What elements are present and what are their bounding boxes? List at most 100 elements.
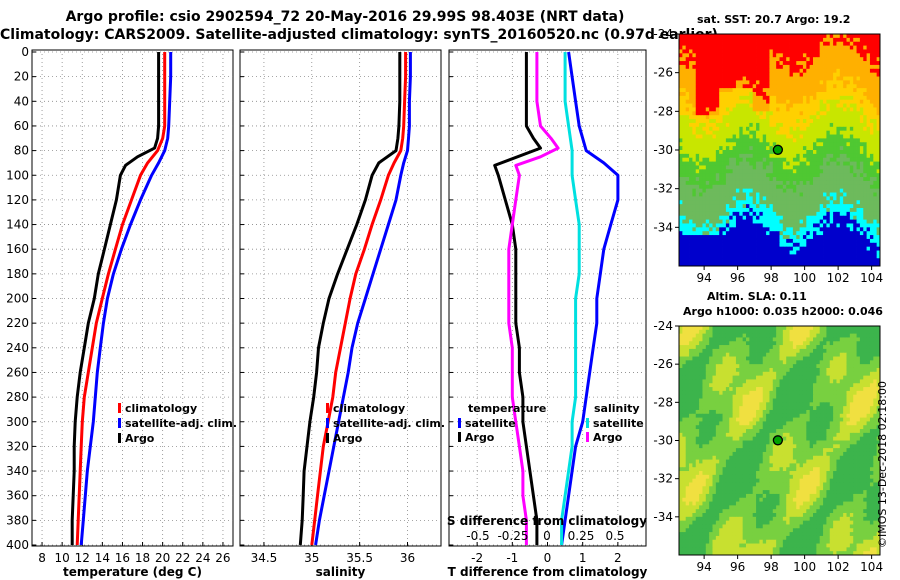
- map-xtick-label: 100: [793, 271, 816, 285]
- xtick-label-temperature: 8: [38, 551, 46, 565]
- legend-label-temperature: satellite-adj. clim.: [125, 417, 237, 430]
- ytick-label: 320: [6, 439, 29, 453]
- series-line-salinity-satellite: [560, 52, 581, 545]
- plot-title-line2: Climatology: CARS2009. Satellite-adjuste…: [0, 27, 718, 43]
- map-xtick-label: 104: [860, 271, 883, 285]
- ytick-label: 360: [6, 489, 29, 503]
- argo-location-marker: [772, 144, 784, 155]
- xtick-label-temperature: 14: [95, 551, 110, 565]
- map-xtick-label: 94: [696, 271, 711, 285]
- ytick-label: 220: [6, 316, 29, 330]
- ytick-label: 120: [6, 193, 29, 207]
- sst-map-title: sat. SST: 20.7 Argo: 19.2: [697, 13, 851, 26]
- legend-swatch-temperature: [118, 403, 121, 413]
- ytick-label: 140: [6, 218, 29, 232]
- xtick-label-temperature: 22: [175, 551, 190, 565]
- xtick-label-salinity: 36: [400, 551, 415, 565]
- map-ytick-label: -28: [653, 395, 673, 409]
- ytick-label: 400: [6, 538, 29, 552]
- legend-swatch-difference: [458, 418, 461, 428]
- imos-stamp: ©IMOS 13-Dec-2018 02:18:00: [876, 381, 889, 548]
- xtick-label-salinity-difference: 0.25: [568, 529, 595, 543]
- series-line-temperature-argo: [493, 52, 542, 545]
- map-xtick-label: 102: [827, 271, 850, 285]
- map-xtick-label: 100: [793, 560, 816, 574]
- ytick-label: 240: [6, 341, 29, 355]
- ytick-label: 280: [6, 390, 29, 404]
- legend-swatch-temperature: [118, 418, 121, 428]
- xaxis-label-salinity-difference: S difference from climatology: [447, 514, 647, 528]
- legend-title-salinity: salinity: [594, 402, 640, 415]
- map-ytick-label: -30: [653, 143, 673, 157]
- map-xtick-label: 98: [763, 271, 778, 285]
- xtick-label-salinity-difference: -0.25: [497, 529, 528, 543]
- map-ytick-label: -30: [653, 434, 673, 448]
- series-line-satellite-adj-clim-: [314, 52, 412, 546]
- map-xtick-label: 96: [730, 271, 745, 285]
- series-line-argo: [298, 52, 402, 546]
- legend-swatch-salinity: [326, 418, 329, 428]
- xtick-label-salinity-difference: -0.5: [466, 529, 489, 543]
- ytick-label: 0: [21, 45, 29, 59]
- xtick-label-difference: 1: [579, 551, 587, 565]
- xtick-label-temperature: 10: [55, 551, 70, 565]
- xtick-label-difference: -1: [506, 551, 518, 565]
- xtick-label-temperature: 24: [195, 551, 210, 565]
- xaxis-label-salinity: salinity: [316, 565, 366, 579]
- legend-label-difference: Argo: [465, 431, 495, 444]
- map-xtick-label: 104: [860, 560, 883, 574]
- legend-label-salinity: Argo: [333, 432, 363, 445]
- xtick-label-temperature: 16: [115, 551, 130, 565]
- map-sla-map: [679, 326, 881, 556]
- legend-label-temperature: Argo: [125, 432, 155, 445]
- map-ytick-label: -32: [653, 182, 673, 196]
- legend-label-temperature: climatology: [125, 402, 197, 415]
- argo-location-marker: [772, 435, 784, 446]
- map-sst-map: [679, 34, 881, 267]
- map-ytick-label: -26: [653, 66, 673, 80]
- map-ytick-label: -34: [653, 510, 673, 524]
- legend-swatch-difference: [586, 418, 589, 428]
- legend-label-difference: satellite: [465, 417, 516, 430]
- legend-label-difference: satellite: [593, 417, 644, 430]
- xaxis-label-difference: T difference from climatology: [448, 565, 648, 579]
- legend-swatch-salinity: [326, 403, 329, 413]
- map-xtick-label: 102: [827, 560, 850, 574]
- xtick-label-temperature: 18: [135, 551, 150, 565]
- xaxis-label-temperature: temperature (deg C): [63, 565, 202, 579]
- ytick-label: 340: [6, 464, 29, 478]
- xtick-label-salinity-difference: 0: [543, 529, 551, 543]
- legend-title-temperature: temperature: [468, 402, 546, 415]
- series-line-temperature-satellite: [560, 51, 620, 546]
- ytick-label: 60: [14, 119, 29, 133]
- ytick-label: 20: [14, 70, 29, 84]
- ytick-label: 180: [6, 267, 29, 281]
- sla-map-title-line1: Altim. SLA: 0.11: [707, 290, 807, 303]
- xtick-label-difference: 2: [614, 551, 622, 565]
- map-xtick-label: 94: [696, 560, 711, 574]
- legend-label-salinity: climatology: [333, 402, 405, 415]
- ytick-label: 40: [14, 94, 29, 108]
- ytick-label: 200: [6, 292, 29, 306]
- map-ytick-label: -24: [653, 319, 673, 333]
- ytick-label: 260: [6, 365, 29, 379]
- ytick-label: 380: [6, 513, 29, 527]
- series-line-argo: [70, 52, 161, 545]
- ytick-label: 100: [6, 168, 29, 182]
- xtick-label-difference: -2: [471, 551, 483, 565]
- xtick-label-salinity: 35: [304, 551, 319, 565]
- legend-swatch-difference: [586, 432, 589, 442]
- xtick-label-salinity: 34.5: [251, 551, 278, 565]
- legend-swatch-salinity: [326, 433, 329, 443]
- xtick-label-difference: 0: [544, 551, 552, 565]
- xtick-label-salinity-difference: 0.5: [605, 529, 624, 543]
- series-line-climatology: [75, 52, 167, 546]
- series-line-salinity-argo: [507, 52, 560, 545]
- xtick-label-temperature: 20: [155, 551, 170, 565]
- map-ytick-label: -28: [653, 104, 673, 118]
- series-line-climatology: [310, 52, 408, 546]
- legend-swatch-difference: [458, 432, 461, 442]
- map-ytick-label: -24: [653, 27, 673, 41]
- plot-title-line1: Argo profile: csio 2902594_72 20-May-201…: [65, 9, 625, 25]
